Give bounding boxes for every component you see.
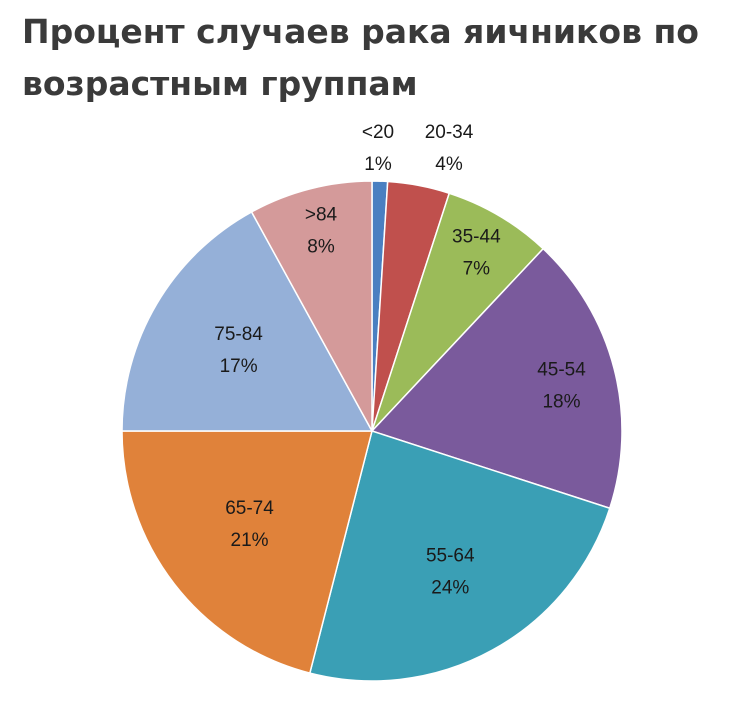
- slice-category-label: 20-34: [425, 122, 474, 143]
- slice-value-label: 18%: [542, 391, 580, 412]
- pie-slice-65-74: [121, 430, 373, 675]
- pie-slice-84-over: [250, 180, 373, 432]
- slice-category-label: 35-44: [452, 227, 501, 248]
- slice-value-label: 4%: [435, 154, 463, 175]
- slice-category-label: >84: [305, 204, 338, 225]
- slice-category-label: 75-84: [214, 324, 263, 345]
- slice-category-label: 65-74: [225, 498, 274, 519]
- slice-value-label: 17%: [220, 356, 258, 377]
- pie-slice-45-54: [370, 247, 623, 510]
- slice-category-label: 45-54: [537, 359, 586, 380]
- pie-data-labels: <20 1% 20-34 4% 35-44 7% 45-54 18% 55-64 24% 65-74…: [214, 122, 586, 598]
- slice-value-label: 7%: [463, 259, 491, 280]
- slice-value-label: 8%: [307, 236, 335, 257]
- pie-slice-75-84: [121, 210, 374, 432]
- chart-title: Процент случаев рака яичников по возраст…: [22, 12, 699, 103]
- pie-slice-35-44: [371, 192, 545, 432]
- slice-value-label: 21%: [231, 530, 269, 551]
- slice-value-label: 1%: [364, 154, 392, 175]
- pie-slices: [121, 180, 623, 682]
- slice-category-label: <20: [362, 122, 394, 143]
- slice-value-label: 24%: [431, 577, 469, 598]
- slice-category-label: 55-64: [426, 545, 475, 566]
- pie-slice-55-64: [308, 430, 611, 682]
